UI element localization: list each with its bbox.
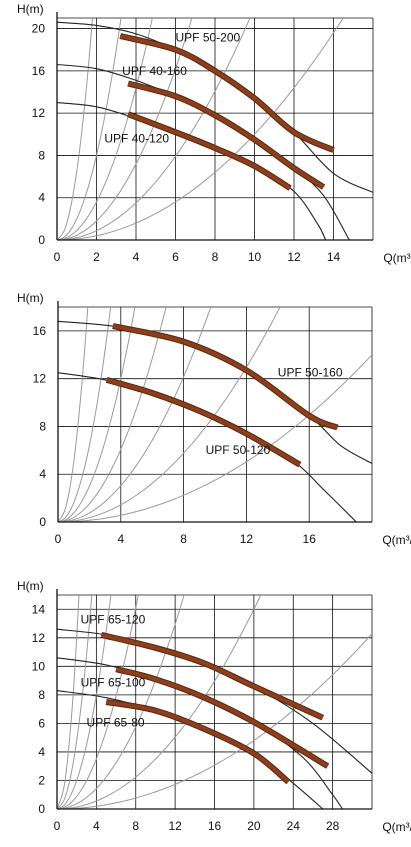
y-tick-label: 12 [33,372,47,386]
system-curve [57,595,185,809]
system-curves [57,18,344,240]
system-curves [58,307,372,522]
x-tick-label: 14 [327,250,341,264]
x-axis-label: Q(m³/h) [383,251,411,265]
x-tick-label: 4 [133,250,140,264]
y-axis-label: H(m) [17,2,44,16]
x-tick-label: 28 [326,819,340,833]
x-tick-label: 4 [93,819,100,833]
y-tick-label: 16 [33,324,47,338]
series-label: UPF 65-80 [87,715,145,729]
x-axis-label: Q(m³/h) [382,533,411,547]
pump-curves [58,320,372,522]
pump-curves [57,628,372,809]
x-tick-label: 8 [132,819,139,833]
system-curve [57,595,262,809]
y-tick-label: 20 [32,22,46,36]
system-curve [57,633,372,809]
system-curve [58,307,281,522]
y-tick-label: 10 [32,659,46,673]
operating-range-band [119,34,335,152]
y-tick-label: 4 [38,191,45,205]
series-label: UPF 40-160 [122,64,187,78]
y-tick-label: 16 [32,64,46,78]
y-tick-label: 12 [32,106,46,120]
series-label: UPF 50-200 [176,30,241,44]
x-tick-label: 0 [54,819,61,833]
system-curve [58,354,372,522]
pump-curves [57,21,373,240]
x-tick-label: 12 [240,532,254,546]
series-label: UPF 65-120 [81,613,146,627]
x-tick-label: 0 [55,532,62,546]
y-tick-label: 4 [39,467,46,481]
x-tick-label: 16 [303,532,317,546]
operating-range-band [127,112,292,190]
operating-range-band [105,700,290,784]
system-curve [57,18,251,240]
y-tick-label: 8 [39,419,46,433]
y-tick-label: 12 [32,631,46,645]
operating-range-band [127,81,325,189]
operating-range-band [100,632,324,720]
x-tick-label: 8 [212,250,219,264]
y-tick-label: 0 [39,515,46,529]
x-tick-label: 24 [287,819,301,833]
chart-1: 0 2 4 6 8 10 12 14 0 4 8 12 16 20 H(m) Q(m³/h) UPF 50-20… [17,2,411,265]
y-tick-label: 0 [38,233,45,247]
operating-range-band [115,667,329,768]
system-curve [58,307,167,522]
operating-range-band [112,324,339,430]
system-curve [58,307,136,522]
series-label: UPF 65-100 [81,675,146,689]
series-label: UPF 50-160 [278,365,343,379]
system-curve [57,18,153,240]
x-tick-label: 20 [247,819,261,833]
system-curve [57,18,193,240]
x-tick-label: 2 [93,250,100,264]
system-curves [57,595,372,809]
system-curve [58,307,212,522]
y-axis-label: H(m) [17,579,44,593]
series-label: UPF 50-120 [206,443,271,457]
x-tick-label: 8 [180,532,187,546]
y-tick-label: 8 [38,148,45,162]
system-curve [57,18,344,240]
x-tick-label: 4 [117,532,124,546]
series-label: UPF 40-120 [104,132,169,146]
y-axis-label: H(m) [17,291,44,305]
y-tick-label: 14 [32,602,46,616]
x-tick-label: 6 [172,250,179,264]
y-tick-label: 0 [38,802,45,816]
x-tick-label: 10 [248,250,262,264]
operating-range-band [106,377,301,467]
y-tick-label: 4 [38,745,45,759]
y-tick-label: 8 [38,688,45,702]
chart-2: 0 4 8 12 16 0 4 8 12 16 H(m) Q(m³/h) UPF 50-160 UPF 5… [17,291,411,547]
system-curve [57,595,139,809]
x-axis-label: Q(m³/h) [382,820,411,834]
x-tick-label: 16 [208,819,222,833]
x-tick-label: 12 [287,250,301,264]
y-tick-label: 6 [38,716,45,730]
y-tick-label: 2 [38,773,45,787]
x-tick-label: 12 [168,819,182,833]
x-tick-label: 0 [54,250,61,264]
